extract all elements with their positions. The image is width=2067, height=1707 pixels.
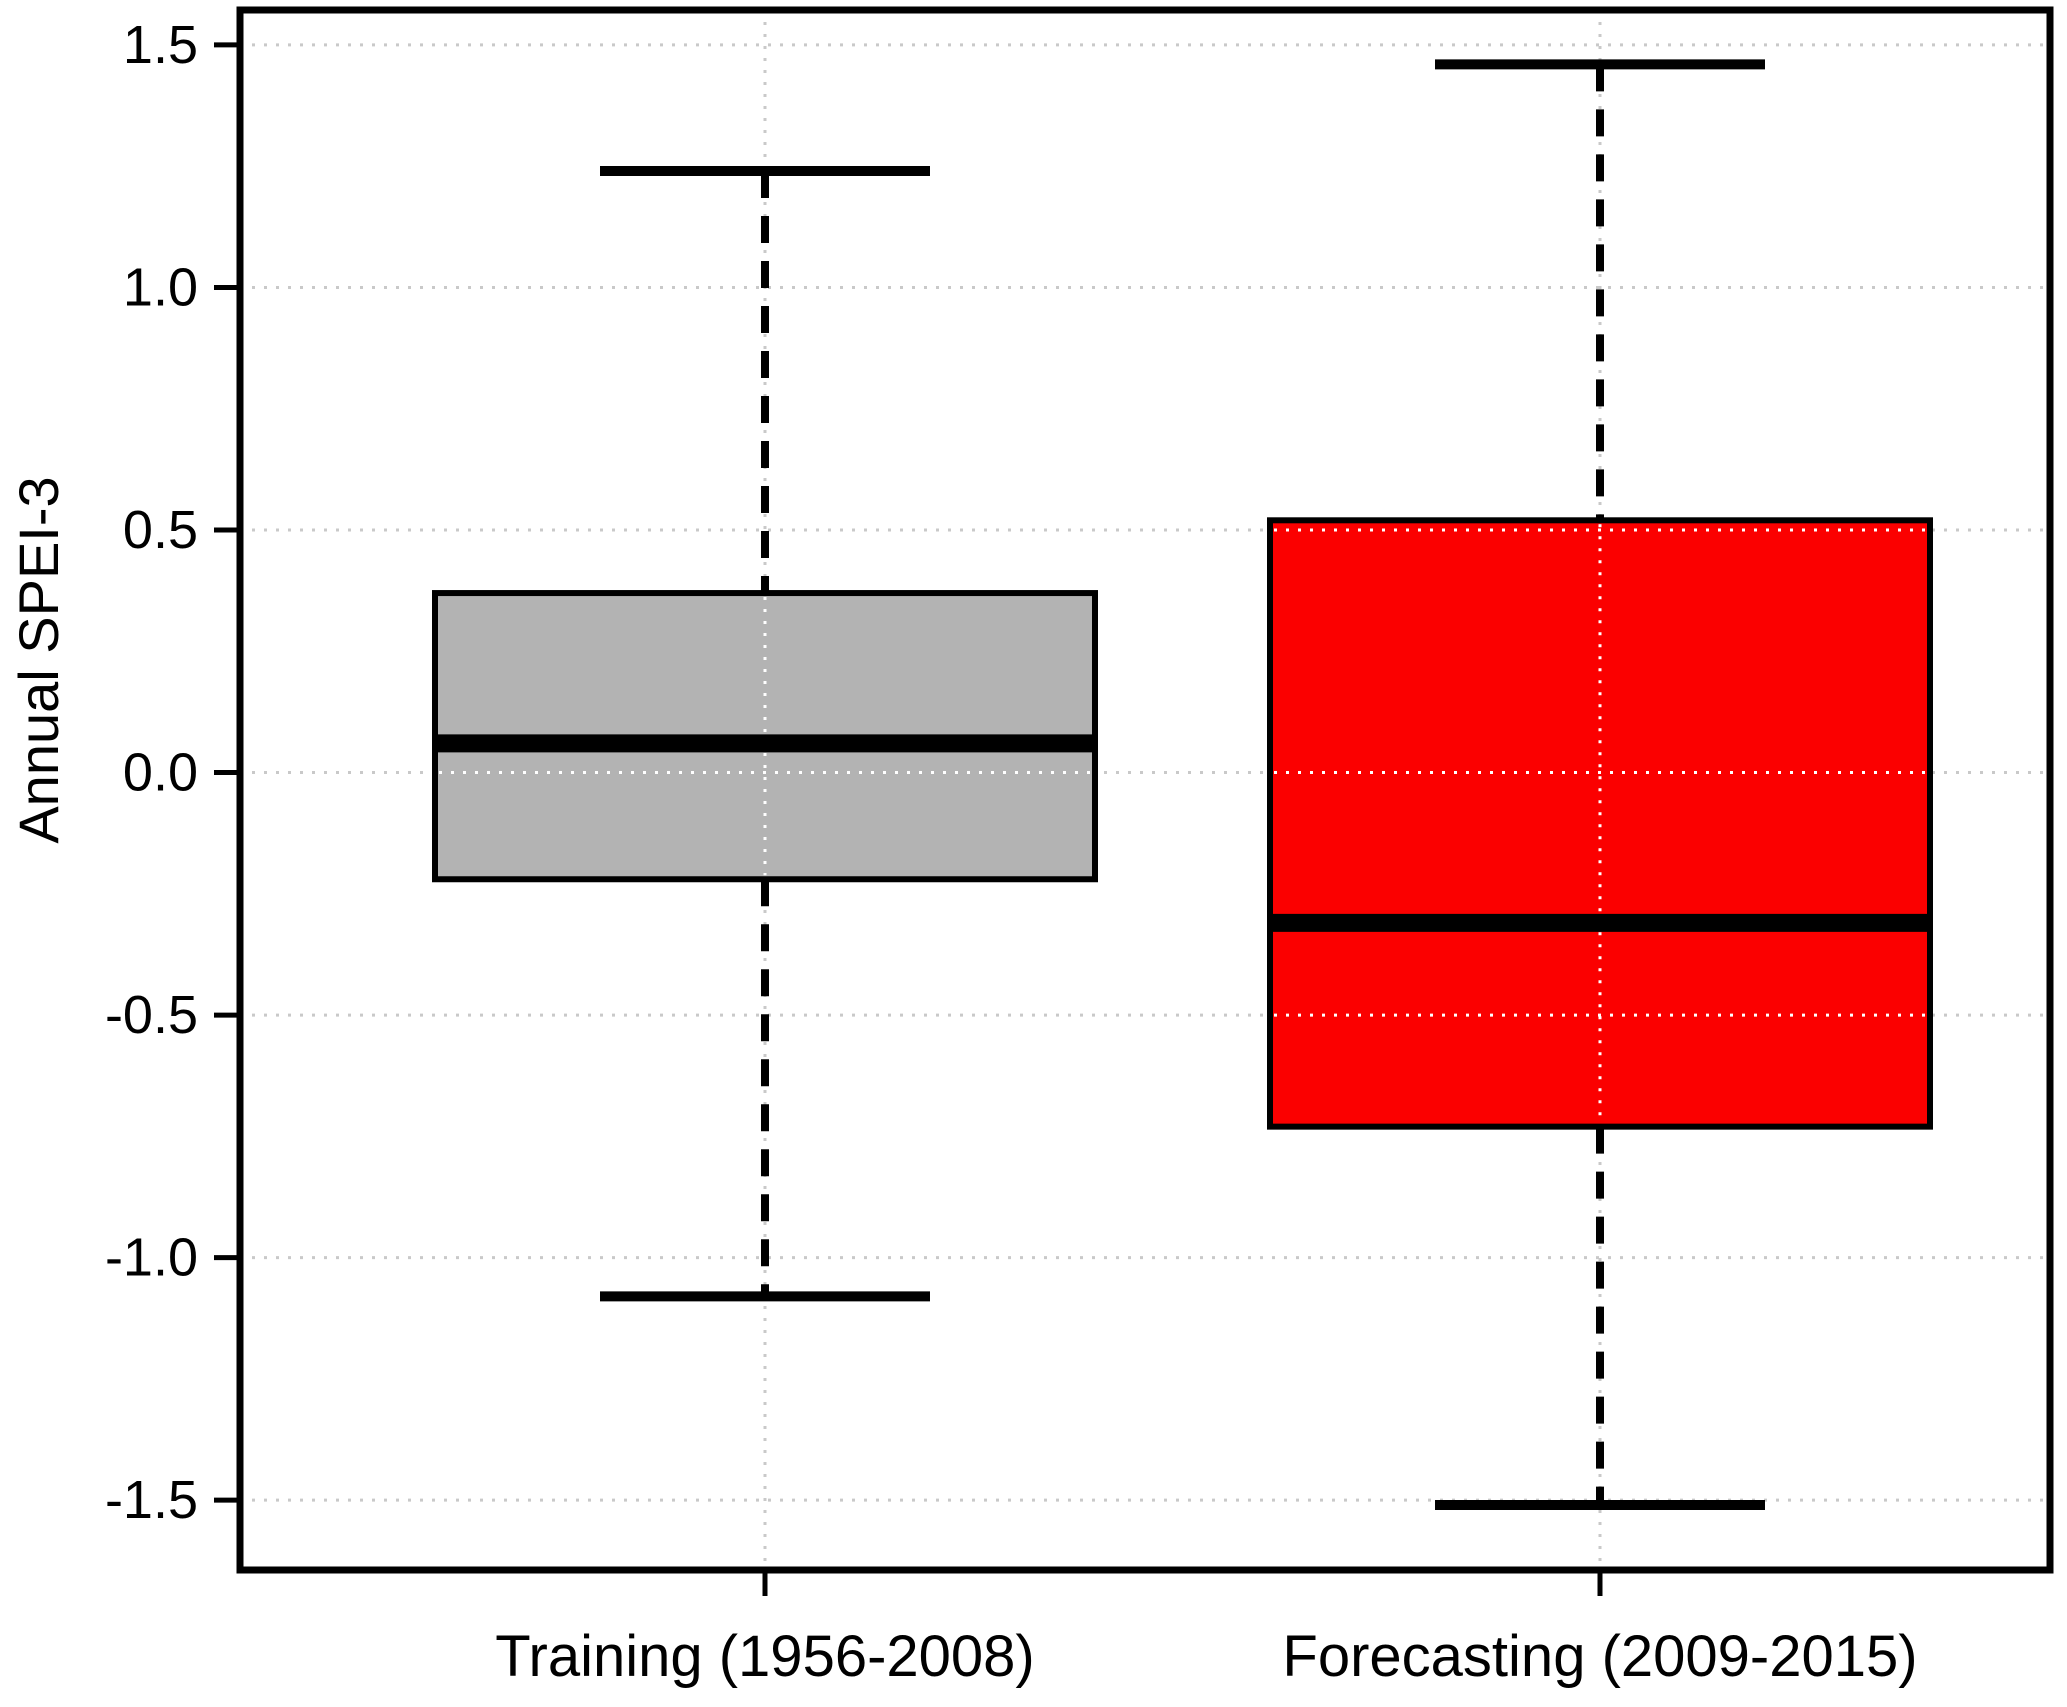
plot-frame [236,6,2054,1574]
y-tick-label: 1.0 [123,257,198,317]
y-axis-label: Annual SPEI-3 [7,476,70,843]
y-tick-label: 0.0 [123,743,198,803]
y-tick-label: -1.5 [105,1470,198,1530]
y-tick-label: -1.0 [105,1228,198,1288]
x-category-label: Forecasting (2009-2015) [1282,1624,1917,1689]
y-tick-label: -0.5 [105,985,198,1045]
boxplot-training [432,166,1098,1302]
boxplot-forecasting [1267,59,1933,1510]
y-tick-label: 0.5 [123,500,198,560]
y-tick-label: 1.5 [123,15,198,75]
x-category-label: Training (1956-2008) [495,1624,1035,1689]
